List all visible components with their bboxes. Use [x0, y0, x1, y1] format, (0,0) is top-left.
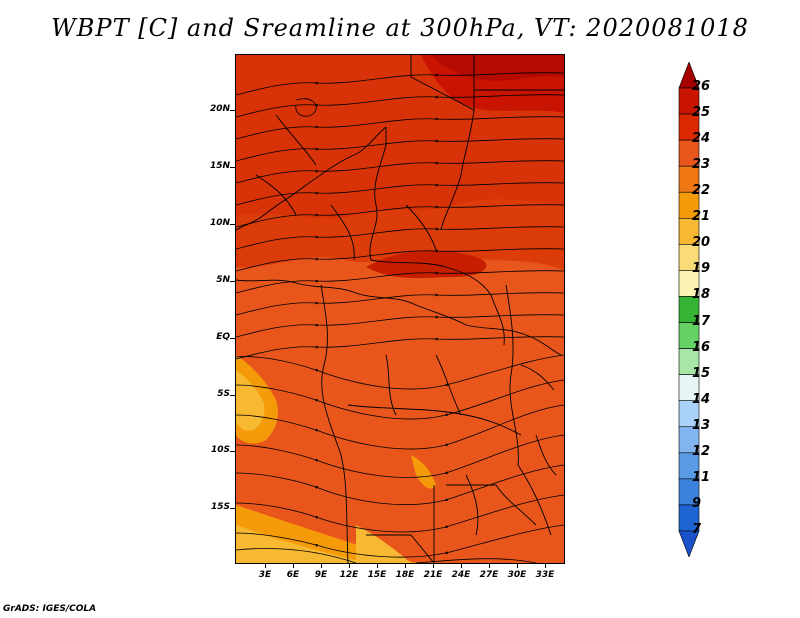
lat-tick — [230, 224, 236, 225]
lon-tick — [517, 563, 518, 568]
color-bar-level-label: 25 — [692, 105, 711, 121]
color-bar-level-label: 7 — [692, 522, 702, 537]
lon-tick — [545, 563, 546, 568]
lat-label-10n: 10N — [209, 218, 230, 228]
lat-label-20n: 20N — [209, 104, 230, 114]
color-bar-level-label: 19 — [692, 261, 711, 277]
color-bar-level-label: 16 — [692, 339, 711, 355]
color-bar-level-label: 13 — [692, 417, 711, 433]
lon-tick — [349, 563, 350, 568]
color-bar-level-label: 18 — [692, 287, 711, 303]
grads-credit: GrADS: IGES/COLA — [3, 604, 97, 614]
color-bar-level-label: 12 — [692, 443, 711, 459]
color-bar-level-label: 21 — [692, 209, 711, 225]
color-bar-level-label: 23 — [692, 157, 711, 173]
lon-label-9e: 9E — [314, 570, 328, 580]
lat-tick — [230, 281, 236, 282]
lat-tick — [230, 395, 236, 396]
chart-title: WBPT [C] and Sreamline at 300hPa, VT: 20… — [51, 14, 749, 42]
lon-tick — [321, 563, 322, 568]
color-bar-level-label: 20 — [692, 235, 711, 251]
color-bar-level-label: 22 — [692, 183, 711, 199]
lon-tick — [461, 563, 462, 568]
lon-tick — [265, 563, 266, 568]
color-bar-level-label: 26 — [692, 79, 711, 94]
lat-label-15s: 15S — [210, 502, 230, 512]
lat-tick — [230, 451, 236, 452]
lon-label-3e: 3E — [258, 570, 272, 580]
lon-tick — [433, 563, 434, 568]
color-bar-level-label: 17 — [692, 313, 711, 329]
lat-tick — [230, 110, 236, 111]
lon-label-24e: 24E — [451, 570, 471, 580]
lat-label-15n: 15N — [209, 161, 230, 171]
lat-tick — [230, 167, 236, 168]
lon-tick — [405, 563, 406, 568]
color-bar-level-label: 11 — [692, 469, 711, 485]
lat-label-5n: 5N — [216, 275, 230, 285]
lat-label-5s: 5S — [217, 389, 230, 399]
lon-tick — [489, 563, 490, 568]
lat-label-eq: EQ — [216, 332, 230, 342]
color-bar — [678, 62, 700, 557]
streamlines — [236, 72, 564, 563]
lon-tick — [293, 563, 294, 568]
lat-label-10s: 10S — [210, 445, 230, 455]
map-canvas — [236, 55, 564, 563]
lon-label-30e: 30E — [507, 570, 527, 580]
color-bar-level-label: 14 — [692, 391, 711, 407]
lon-label-27e: 27E — [479, 570, 499, 580]
color-bar-level-label: 15 — [692, 365, 711, 381]
lat-tick — [230, 508, 236, 509]
map-panel — [235, 54, 565, 564]
lon-label-6e: 6E — [286, 570, 300, 580]
lon-label-33e: 33E — [535, 570, 555, 580]
temperature-field — [236, 55, 564, 563]
color-bar-bottom-triangle — [678, 530, 700, 557]
lon-label-18e: 18E — [395, 570, 415, 580]
lon-label-15e: 15E — [367, 570, 387, 580]
color-bar-level-label: 9 — [692, 495, 702, 511]
lon-tick — [377, 563, 378, 568]
lat-tick — [230, 338, 236, 339]
lon-label-21e: 21E — [423, 570, 443, 580]
color-bar-level-label: 24 — [692, 131, 711, 147]
lon-label-12e: 12E — [339, 570, 359, 580]
